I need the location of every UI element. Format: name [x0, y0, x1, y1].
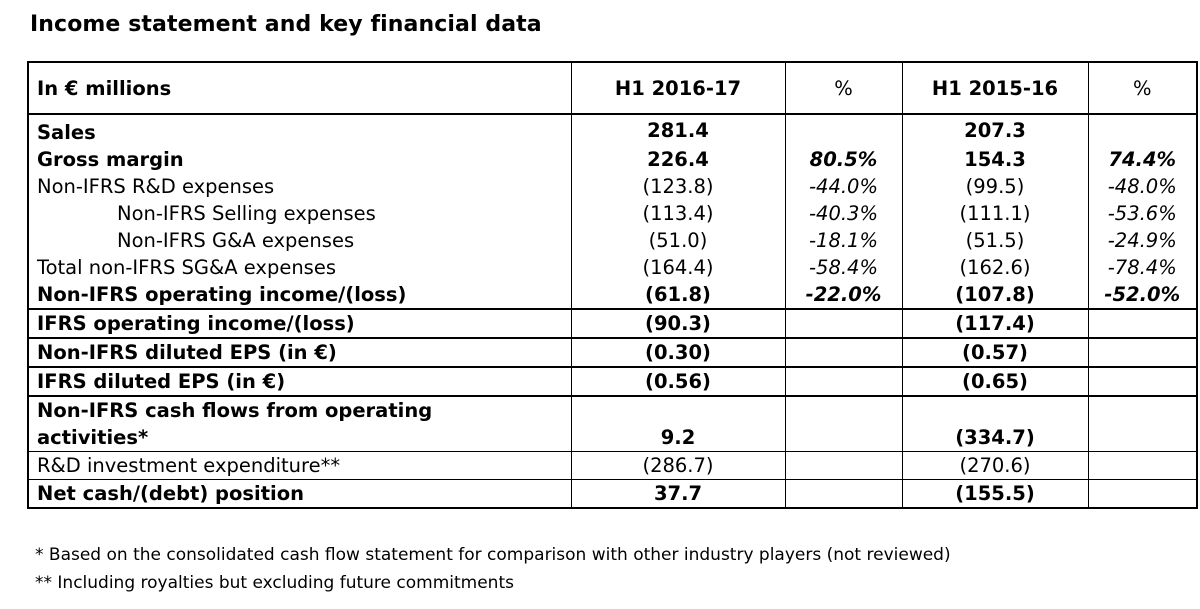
row-pct-2: [1087, 396, 1197, 452]
row-label: Non-IFRS R&D expenses: [37, 175, 275, 198]
row-label: Non-IFRS diluted EPS (in €): [28, 338, 571, 368]
row-label: Non-IFRS G&A expenses: [117, 229, 355, 252]
table-row-ifrs-operating-income: IFRS operating income/(loss) (90.3) (117…: [28, 309, 1197, 339]
row-value-2: 207.3: [901, 114, 1088, 146]
table-row-non-ifrs-operating-income: Non-IFRS operating income/(loss) (61.8) …: [28, 281, 1197, 310]
table-row-ga-expenses: Non-IFRS G&A expenses (51.0) -18.1% (51.…: [28, 227, 1197, 254]
row-pct-2: [1087, 479, 1197, 508]
header-period-2: H1 2015-16: [901, 62, 1088, 115]
row-value-2: (0.57): [901, 338, 1088, 368]
footnote-1: * Based on the consolidated cash flow st…: [35, 545, 951, 565]
table-row-non-ifrs-eps: Non-IFRS diluted EPS (in €) (0.30) (0.57…: [28, 338, 1197, 368]
row-value-1: (51.0): [570, 227, 785, 254]
row-pct-2: [1087, 367, 1197, 397]
row-pct-2: -53.6%: [1087, 200, 1197, 227]
row-value-1: (286.7): [570, 451, 785, 480]
row-value-1: 37.7: [570, 479, 785, 508]
table-row-cash-flows: Non-IFRS cash flows from operating activ…: [28, 396, 1197, 452]
row-pct-1: [784, 367, 902, 397]
row-value-2: (99.5): [901, 173, 1088, 200]
header-label: In € millions: [28, 62, 571, 115]
table-row-selling-expenses: Non-IFRS Selling expenses (113.4) -40.3%…: [28, 200, 1197, 227]
row-label: Gross margin: [37, 148, 184, 171]
row-pct-2: -78.4%: [1087, 254, 1197, 281]
row-pct-1: [784, 479, 902, 508]
header-period-1: H1 2016-17: [570, 62, 785, 115]
row-value-2: (270.6): [901, 451, 1088, 480]
table-row-ifrs-eps: IFRS diluted EPS (in €) (0.56) (0.65): [28, 367, 1197, 397]
row-label: Non-IFRS cash flows from operating activ…: [28, 396, 571, 452]
row-value-2: (162.6): [901, 254, 1088, 281]
row-pct-1: 80.5%: [784, 146, 902, 173]
table-row-gross-margin: Gross margin 226.4 80.5% 154.3 74.4%: [28, 146, 1197, 173]
row-pct-2: -52.0%: [1087, 281, 1197, 310]
header-pct-1: %: [784, 62, 902, 115]
table-header-row: In € millions H1 2016-17 % H1 2015-16 %: [28, 62, 1197, 115]
row-value-1: (90.3): [570, 309, 785, 339]
row-label: R&D investment expenditure**: [28, 451, 571, 480]
row-value-1: (0.30): [570, 338, 785, 368]
row-pct-1: -22.0%: [784, 281, 902, 310]
row-value-2: (0.65): [901, 367, 1088, 397]
row-value-1: 226.4: [570, 146, 785, 173]
header-pct-2: %: [1087, 62, 1197, 115]
row-pct-2: [1087, 451, 1197, 480]
table-row-rd-investment: R&D investment expenditure** (286.7) (27…: [28, 451, 1197, 480]
table-row-sales: Sales 281.4 207.3: [28, 114, 1197, 146]
row-pct-2: [1087, 309, 1197, 339]
income-statement-table: In € millions H1 2016-17 % H1 2015-16 % …: [27, 61, 1198, 509]
table-row-total-sga: Total non-IFRS SG&A expenses (164.4) -58…: [28, 254, 1197, 281]
row-label: IFRS diluted EPS (in €): [28, 367, 571, 397]
table-row-net-cash: Net cash/(debt) position 37.7 (155.5): [28, 479, 1197, 508]
row-label: IFRS operating income/(loss): [28, 309, 571, 339]
row-value-1: (61.8): [570, 281, 785, 310]
row-value-1: (164.4): [570, 254, 785, 281]
row-label: Net cash/(debt) position: [37, 482, 304, 505]
row-pct-1: -44.0%: [784, 173, 902, 200]
table-row-rd-expenses: Non-IFRS R&D expenses (123.8) -44.0% (99…: [28, 173, 1197, 200]
row-label: Non-IFRS operating income/(loss): [28, 281, 571, 310]
row-pct-1: -40.3%: [784, 200, 902, 227]
row-label: Sales: [37, 121, 96, 144]
row-label-line-1: Non-IFRS cash flows from operating: [37, 399, 433, 422]
row-pct-1: [784, 451, 902, 480]
row-value-2: 154.3: [901, 146, 1088, 173]
row-value-2: (334.7): [901, 396, 1088, 452]
footnote-2: ** Including royalties but excluding fut…: [35, 573, 514, 593]
row-pct-1: [784, 338, 902, 368]
page-title: Income statement and key financial data: [30, 12, 542, 37]
row-pct-2: -48.0%: [1087, 173, 1197, 200]
row-pct-1: -18.1%: [784, 227, 902, 254]
row-value-1: (0.56): [570, 367, 785, 397]
row-value-2: (107.8): [901, 281, 1088, 310]
row-pct-2: 74.4%: [1087, 146, 1197, 173]
row-pct-2: -24.9%: [1087, 227, 1197, 254]
row-pct-1: [784, 309, 902, 339]
row-pct-1: [784, 396, 902, 452]
row-value-1: (113.4): [570, 200, 785, 227]
row-pct-2: [1087, 338, 1197, 368]
row-pct-1: [784, 114, 902, 146]
row-label-line-2: activities*: [37, 426, 149, 449]
row-value-2: (51.5): [901, 227, 1088, 254]
row-value-2: (111.1): [901, 200, 1088, 227]
row-pct-1: -58.4%: [784, 254, 902, 281]
footnotes: * Based on the consolidated cash flow st…: [35, 541, 951, 597]
row-value-1: (123.8): [570, 173, 785, 200]
row-pct-2: [1087, 114, 1197, 146]
row-value-2: (155.5): [901, 479, 1088, 508]
row-label: Total non-IFRS SG&A expenses: [37, 256, 336, 279]
row-value-2: (117.4): [901, 309, 1088, 339]
row-value-1: 281.4: [570, 114, 785, 146]
row-label: Non-IFRS Selling expenses: [117, 202, 376, 225]
row-value-1: 9.2: [570, 396, 785, 452]
